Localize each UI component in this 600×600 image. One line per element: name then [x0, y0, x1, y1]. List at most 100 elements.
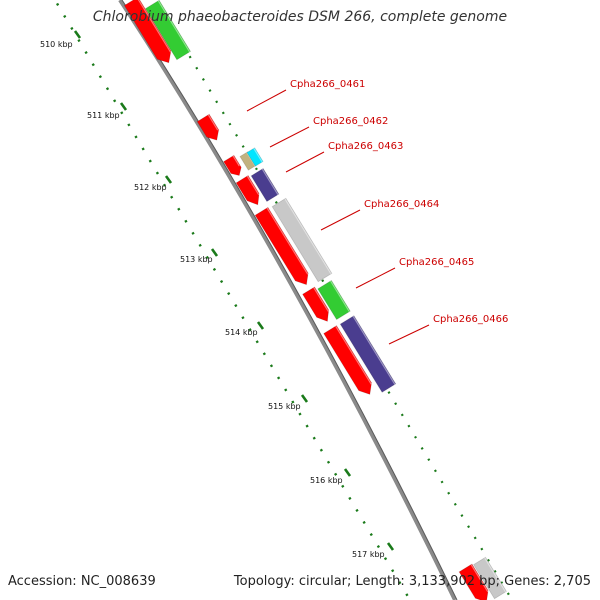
ruler-dot — [447, 491, 451, 495]
scale-dot — [277, 376, 281, 380]
ruler-dot — [321, 279, 325, 283]
gene-label[interactable]: Cpha266_0461 — [290, 79, 365, 90]
gene-labels: Cpha266_0461 Cpha266_0462 Cpha266_0463 Cpha… — [290, 79, 508, 325]
gene-label[interactable]: Cpha266_0462 — [313, 116, 388, 127]
label-leader-line — [355, 267, 396, 289]
scale-dot — [105, 87, 110, 91]
scale-dot — [398, 581, 402, 585]
label-leader-line — [269, 126, 310, 148]
gene-label[interactable]: Cpha266_0464 — [364, 199, 439, 210]
scale-dot — [326, 460, 331, 464]
gene-feature — [235, 175, 260, 206]
ruler-dot — [188, 55, 192, 59]
kbp-label: 511 kbp — [87, 111, 120, 120]
ruler-dot — [221, 111, 225, 115]
kbp-label: 514 kbp — [225, 328, 258, 337]
scale-major-tick — [300, 394, 309, 403]
topology-summary: Topology: circular; Length: 3,133,902 bp… — [233, 574, 591, 589]
scale-dot — [56, 2, 60, 6]
kbp-label: 510 kbp — [40, 40, 73, 49]
scale-dot — [241, 316, 245, 320]
kbp-label: 516 kbp — [310, 476, 343, 485]
kbp-label: 513 kbp — [180, 255, 213, 264]
ruler-dot — [467, 525, 471, 529]
scale-dot — [291, 400, 295, 404]
gene-feature — [473, 556, 507, 600]
ruler-dot — [254, 167, 258, 171]
scale-major-tick — [73, 30, 82, 39]
scale-dot — [319, 448, 323, 452]
scale-major-tick — [343, 468, 352, 477]
scale-major-tick — [256, 321, 265, 330]
ruler-dot — [427, 458, 431, 462]
ruler-dot — [420, 447, 424, 450]
scale-dot — [298, 412, 302, 416]
ruler-dot — [201, 77, 205, 81]
scale-dot — [63, 14, 67, 18]
scale-dot — [212, 267, 217, 272]
gene-feature — [223, 154, 242, 177]
scale-dot — [305, 424, 309, 428]
ruler-dot — [506, 592, 510, 596]
scale-dot — [148, 159, 152, 163]
gene-label[interactable]: Cpha266_0465 — [399, 257, 474, 268]
gene-feature — [317, 279, 351, 321]
scale-dot — [70, 26, 74, 31]
ruler-dot — [394, 402, 398, 406]
scale-dot — [84, 51, 88, 55]
genome-backbone — [118, 0, 457, 600]
gene-feature — [250, 168, 280, 202]
scale-dot — [120, 111, 124, 115]
ruler-dot — [500, 581, 504, 585]
scale-dot — [376, 545, 380, 549]
scale-dot — [334, 472, 338, 476]
ruler-dot — [433, 469, 437, 473]
label-leader-line — [246, 89, 287, 112]
kbp-label: 515 kbp — [268, 402, 301, 411]
scale-dot — [191, 231, 195, 235]
ruler-dot — [453, 502, 457, 506]
ruler-dot — [235, 133, 238, 137]
gene-feature — [323, 325, 372, 395]
ruler-dot — [387, 391, 391, 394]
scale-dot — [341, 484, 345, 488]
scale-dot — [170, 195, 174, 199]
ruler-dot — [480, 547, 484, 551]
scale-dot — [262, 352, 266, 356]
scale-major-tick — [119, 102, 128, 111]
scale-dot — [219, 279, 224, 284]
ruler-dot — [208, 89, 212, 93]
scale-dot — [127, 123, 131, 127]
scale-dot — [113, 99, 117, 103]
scale-dot — [198, 243, 202, 247]
scale-dot — [177, 207, 181, 211]
label-leader-line — [388, 324, 430, 345]
gene-feature — [254, 206, 309, 286]
scale-dot — [248, 328, 252, 332]
scale-dot — [227, 292, 231, 296]
kbp-label: 512 kbp — [134, 183, 167, 192]
ruler-dot — [274, 200, 278, 204]
scale-dot — [269, 364, 274, 368]
gene-feature — [144, 0, 192, 61]
ruler-dot — [440, 480, 444, 484]
scale-dot — [77, 38, 81, 43]
scale-dot — [355, 508, 359, 513]
scale-dot — [369, 532, 373, 537]
gene-label[interactable]: Cpha266_0466 — [433, 314, 508, 325]
scale-dot — [91, 63, 95, 67]
scale-major-tick — [210, 248, 219, 257]
scale-dots — [56, 2, 409, 597]
gene-feature — [246, 147, 264, 167]
gene-feature — [302, 286, 330, 322]
scale-dot — [141, 147, 145, 151]
kbp-label: 517 kbp — [352, 550, 385, 559]
gene-feature — [123, 0, 172, 64]
scale-dot — [405, 593, 409, 597]
label-leader-line — [320, 209, 361, 231]
scale-dot — [134, 135, 138, 139]
gene-label[interactable]: Cpha266_0463 — [328, 141, 403, 152]
scale-dot — [284, 388, 288, 392]
scale-dot — [162, 183, 167, 187]
scale-major-tick — [386, 542, 395, 551]
